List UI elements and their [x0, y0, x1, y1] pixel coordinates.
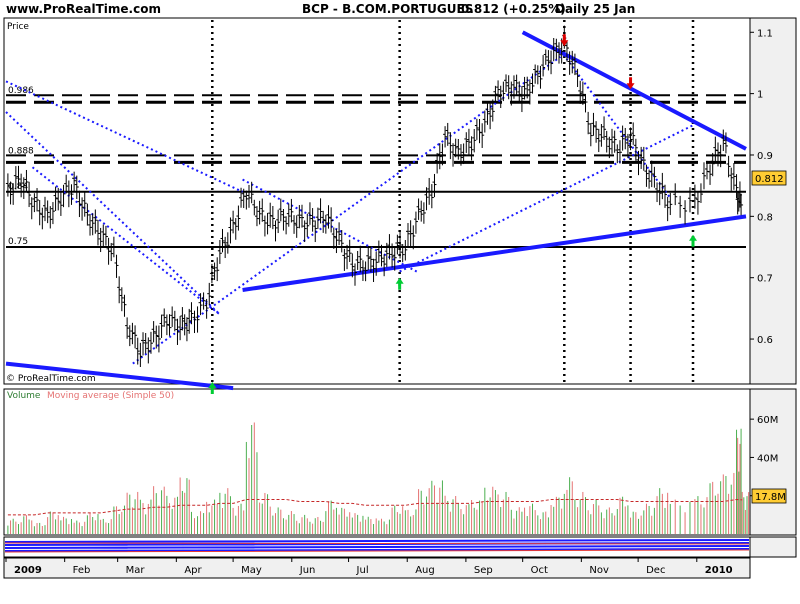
trendline-dotted — [5, 80, 243, 193]
trendline — [5, 361, 234, 391]
symbol-title: BCP - B.COM.PORTUGUES — [302, 2, 473, 16]
volume-tick-label: 60M — [757, 415, 778, 426]
volume-ma — [7, 498, 743, 516]
last-volume-tag — [751, 488, 787, 504]
ma-legend: Moving average (Simple 50) — [47, 391, 174, 401]
x-axis-ticks: 2009 Feb Mar Apr May Jun Jul Aug Sep Oct Nov Dec 201… — [5, 558, 733, 576]
trendlines — [5, 30, 747, 391]
quote-text: 0.812 (+0.25%) — [461, 2, 566, 16]
up-arrow — [395, 277, 404, 290]
site-title: www.ProRealTime.com — [6, 2, 161, 16]
signal-arrows — [208, 34, 698, 394]
x-tick-label: Oct — [531, 565, 548, 576]
down-arrow — [560, 34, 569, 47]
x-tick-label: Sep — [474, 565, 493, 576]
x-tick-label: Nov — [589, 565, 609, 576]
x-axis-panel — [3, 557, 751, 579]
y-tick-label: 1 — [757, 90, 763, 101]
volume-tick-label: 40M — [757, 453, 778, 464]
trendline — [521, 30, 747, 151]
indicator-lines-red — [4, 542, 750, 553]
trendline — [242, 214, 747, 292]
volume-axis-panel — [749, 388, 797, 536]
up-arrow — [689, 234, 698, 247]
level-label: 0.888 — [8, 146, 34, 156]
copyright-text: © ProRealTime.com — [6, 374, 96, 384]
level-label: 0.75 — [8, 237, 28, 247]
price-panel — [3, 17, 751, 385]
down-arrow — [626, 77, 635, 90]
last-price-value: 0.812 — [755, 174, 784, 185]
y-tick-label: 1.1 — [757, 28, 773, 39]
last-price-tag — [751, 170, 787, 186]
volume-legend: Volume — [7, 391, 41, 401]
level-label: 0.986 — [8, 86, 34, 96]
trendline-dotted — [5, 111, 221, 316]
up-arrow — [208, 382, 217, 394]
price-bars — [5, 25, 744, 368]
x-tick-label: Mar — [126, 565, 146, 576]
x-tick-label: 2009 — [14, 565, 42, 576]
volume-bars — [7, 422, 750, 534]
period-text: Daily 25 Jan — [555, 2, 635, 16]
indicator-axis-panel — [749, 536, 797, 558]
last-volume-value: 17.8M — [755, 492, 786, 503]
price-y-ticks: 0.6 0.7 0.8 0.9 1 1.1 — [750, 28, 773, 346]
volume-ma-line — [7, 498, 743, 516]
y-tick-label: 0.8 — [757, 212, 773, 223]
trendline-dotted — [559, 50, 672, 199]
x-tick-label: Jun — [299, 565, 316, 576]
x-tick-label: Apr — [184, 565, 202, 576]
y-tick-label: 0.7 — [757, 274, 773, 285]
x-tick-label: 2010 — [705, 565, 733, 576]
x-tick-label: May — [241, 565, 262, 576]
price-panel-label: Price — [7, 22, 29, 32]
x-tick-label: Aug — [415, 565, 435, 576]
y-tick-label: 0.9 — [757, 151, 773, 162]
price-axis-panel — [749, 17, 797, 385]
x-tick-label: Jul — [356, 565, 369, 576]
x-tick-label: Dec — [646, 565, 665, 576]
y-tick-label: 0.6 — [757, 335, 773, 346]
x-tick-label: Feb — [73, 565, 91, 576]
volume-panel — [3, 388, 751, 536]
